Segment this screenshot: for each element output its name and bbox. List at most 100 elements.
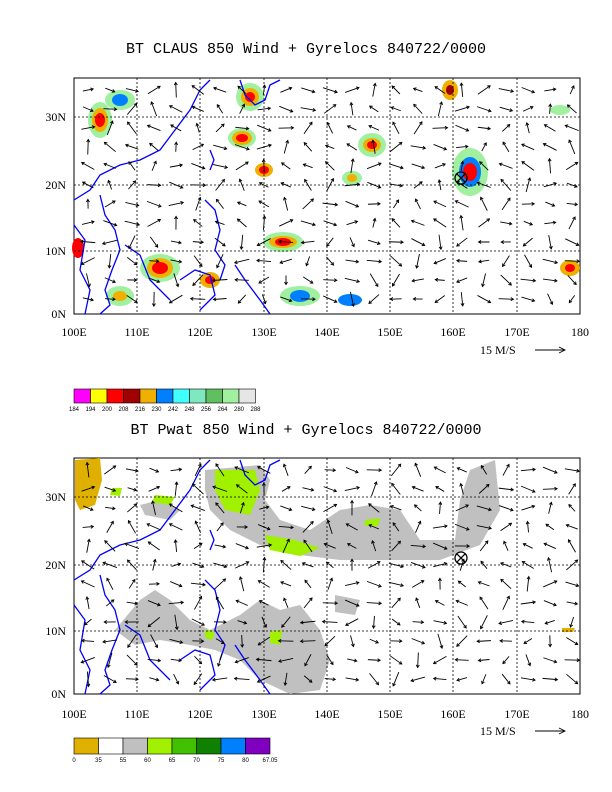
wind-vector-head <box>443 146 448 151</box>
wind-vector-head <box>256 242 261 247</box>
wind-vector <box>344 277 360 283</box>
wind-vector <box>193 542 203 550</box>
wind-vector-head <box>575 583 580 588</box>
wind-vector-head <box>221 123 225 128</box>
wind-vector-head <box>238 576 243 580</box>
wind-vector-head <box>454 200 459 204</box>
wind-vector-head <box>222 578 227 582</box>
wind-vector-head <box>374 283 379 288</box>
wind-vector-head <box>464 144 469 149</box>
xtick: 130E <box>251 325 276 339</box>
wind-vector <box>191 162 205 170</box>
wind-vector <box>195 197 201 211</box>
wind-vector <box>544 88 556 92</box>
wind-vector <box>257 466 271 474</box>
wind-vector <box>392 522 400 532</box>
wind-vector <box>543 600 557 606</box>
wind-vector <box>455 200 469 208</box>
colorbar-swatch <box>171 737 197 755</box>
wind-vector <box>413 104 423 114</box>
wind-vector-head <box>173 539 178 543</box>
wind-vector-head <box>484 540 489 545</box>
wind-vector-head <box>170 124 174 128</box>
wind-vector <box>478 218 490 228</box>
wind-vector-head <box>521 143 525 148</box>
panel2-ref-arrow <box>535 727 567 735</box>
wind-vector-head <box>483 142 487 146</box>
wind-vector <box>303 539 313 553</box>
wind-vector <box>146 523 162 531</box>
wind-vector-head <box>421 165 426 170</box>
panel2-map <box>73 457 581 695</box>
wind-vector-head <box>168 523 173 527</box>
wind-vector <box>569 616 575 628</box>
wind-vector <box>170 658 182 662</box>
wind-vector-head <box>102 639 106 644</box>
wind-vector <box>366 602 382 604</box>
wind-vector-head <box>396 621 401 626</box>
wind-vector-head <box>456 243 460 247</box>
wind-vector-head <box>531 489 536 493</box>
xtick: 160E <box>440 325 465 339</box>
wind-vector <box>432 542 448 550</box>
wind-vector-head <box>326 243 330 247</box>
wind-vector <box>147 125 161 131</box>
wind-vector-head <box>456 258 460 263</box>
colorbar-swatch <box>73 737 99 755</box>
wind-vector-head <box>549 301 554 306</box>
wind-vector-head <box>124 542 129 547</box>
wind-vector <box>128 520 136 534</box>
wind-vector-head <box>277 239 282 244</box>
wind-vector <box>372 218 376 228</box>
xtick: 180 <box>571 325 589 339</box>
wind-vector <box>544 221 556 225</box>
wind-vector <box>280 560 292 570</box>
wind-vector-head <box>371 139 376 144</box>
wind-vector <box>521 143 535 151</box>
wind-vector-head <box>476 639 480 644</box>
wind-vector-head <box>303 142 308 146</box>
wind-vector-head <box>346 543 351 547</box>
wind-vector <box>542 278 558 282</box>
wind-vector <box>256 259 272 263</box>
wind-vector <box>366 259 382 263</box>
wind-vector <box>105 87 115 93</box>
wind-vector-head <box>330 661 334 666</box>
wind-vector-head <box>81 638 85 643</box>
wind-vector <box>390 505 402 511</box>
wind-vector <box>388 581 404 587</box>
xtick: 100E <box>61 707 86 721</box>
wind-vector-head <box>434 86 439 90</box>
wind-vector-head <box>466 105 470 110</box>
wind-vector <box>105 599 115 607</box>
wind-vector-head <box>262 84 267 89</box>
wind-vector <box>482 273 486 287</box>
wind-vector <box>235 657 249 663</box>
wind-vector <box>392 671 400 687</box>
wind-vector <box>258 580 270 588</box>
colorbar-label: 264 <box>217 407 228 413</box>
wind-vector <box>345 259 359 263</box>
wind-vector-head <box>89 507 94 511</box>
wind-vector-head <box>266 526 271 531</box>
wind-vector-head <box>257 580 262 584</box>
wind-vector <box>323 104 337 114</box>
wind-vector-head <box>302 163 307 167</box>
wind-vector <box>82 297 94 301</box>
wind-vector <box>415 198 421 210</box>
wind-vector <box>106 120 114 136</box>
wind-vector <box>366 162 382 170</box>
wind-vector-head <box>465 527 470 531</box>
wind-vector <box>104 141 116 153</box>
wind-vector <box>521 161 535 171</box>
wind-vector-head <box>526 575 531 580</box>
wind-vector-head <box>191 85 196 89</box>
wind-vector <box>522 106 534 112</box>
wind-vector-head <box>334 601 339 606</box>
panel1-colorbar: 184 194 200 208 216 230 242 248 256 264 280 288 <box>69 388 261 413</box>
wind-vector <box>460 483 464 495</box>
wind-vector-head <box>532 677 536 682</box>
ytick: 10N <box>45 244 66 258</box>
wind-vector-head <box>499 638 503 643</box>
wind-vector <box>520 677 536 681</box>
